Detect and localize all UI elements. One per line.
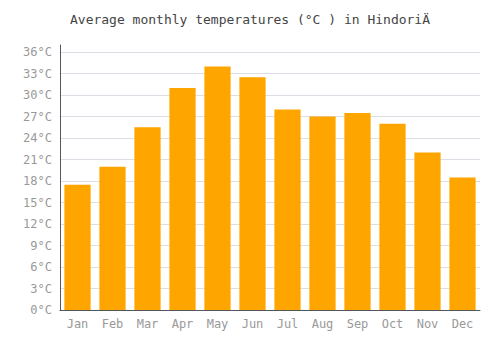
svg-text:Oct: Oct [382, 317, 404, 331]
svg-text:30°C: 30°C [23, 88, 52, 102]
svg-text:Jan: Jan [67, 317, 89, 331]
svg-text:Sep: Sep [347, 317, 369, 331]
svg-text:9°C: 9°C [30, 239, 52, 253]
svg-text:Mar: Mar [137, 317, 159, 331]
svg-text:Apr: Apr [172, 317, 194, 331]
svg-text:Dec: Dec [452, 317, 474, 331]
svg-text:24°C: 24°C [23, 131, 52, 145]
svg-text:Average monthly temperatures (: Average monthly temperatures (°C ) in Hi… [70, 12, 430, 27]
svg-text:15°C: 15°C [23, 196, 52, 210]
svg-text:Jun: Jun [242, 317, 264, 331]
svg-text:36°C: 36°C [23, 45, 52, 59]
svg-text:27°C: 27°C [23, 110, 52, 124]
svg-text:Nov: Nov [417, 317, 439, 331]
svg-text:Jul: Jul [277, 317, 299, 331]
svg-text:0°C: 0°C [30, 303, 52, 317]
svg-text:3°C: 3°C [30, 282, 52, 296]
svg-text:18°C: 18°C [23, 174, 52, 188]
svg-text:12°C: 12°C [23, 217, 52, 231]
svg-text:6°C: 6°C [30, 260, 52, 274]
svg-text:Aug: Aug [312, 317, 334, 331]
svg-text:May: May [207, 317, 229, 331]
svg-text:Feb: Feb [102, 317, 124, 331]
svg-text:21°C: 21°C [23, 153, 52, 167]
svg-text:33°C: 33°C [23, 67, 52, 81]
